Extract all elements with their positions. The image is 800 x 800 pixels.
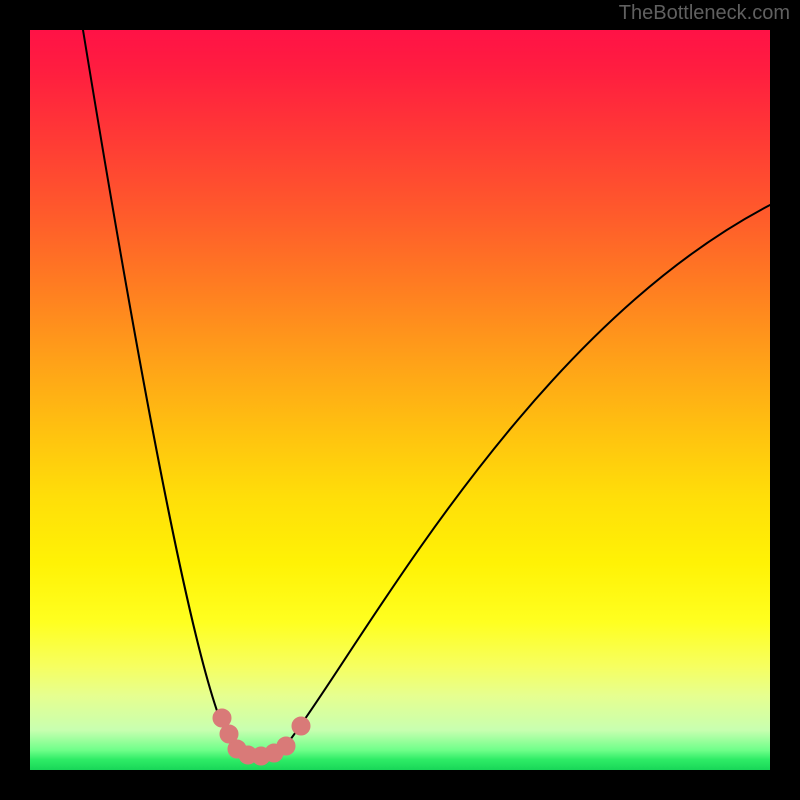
chart-background: [30, 30, 770, 770]
watermark-text: TheBottleneck.com: [619, 2, 790, 25]
curve-marker: [292, 717, 310, 735]
bottleneck-chart-svg: [30, 30, 770, 770]
curve-marker: [213, 709, 231, 727]
curve-marker: [277, 737, 295, 755]
bottleneck-chart: [30, 30, 770, 770]
